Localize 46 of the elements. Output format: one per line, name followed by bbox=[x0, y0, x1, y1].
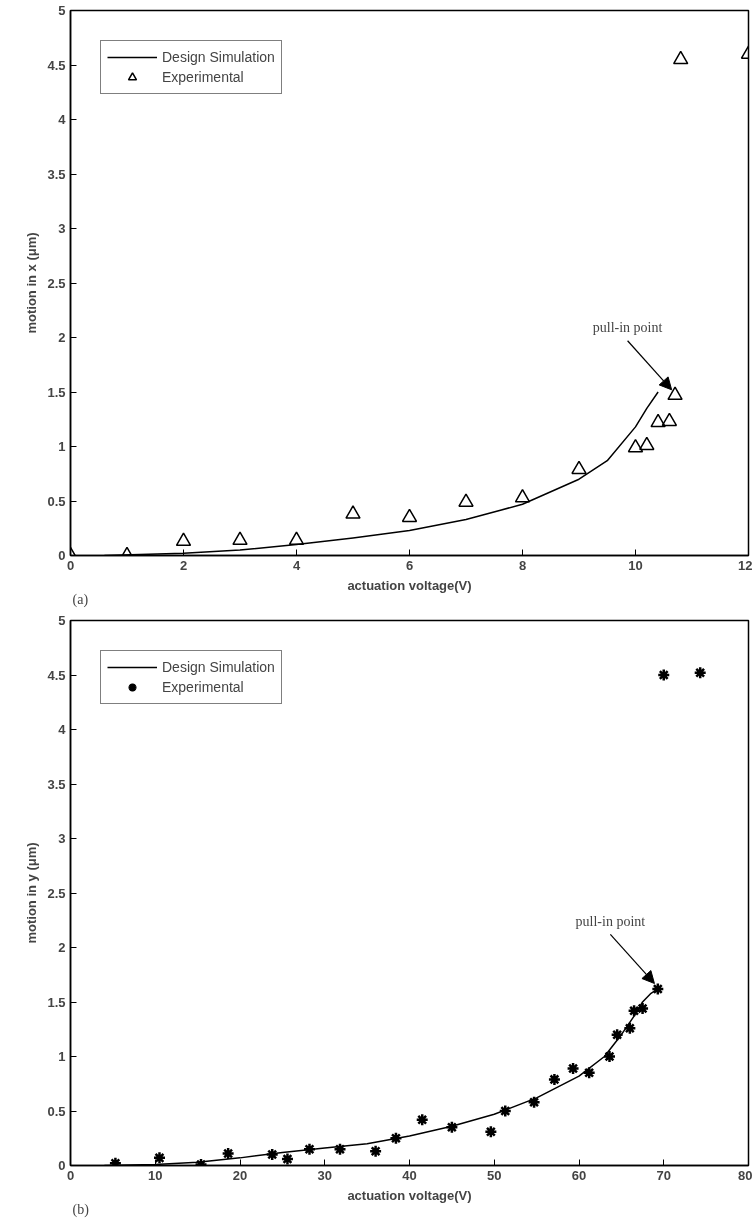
x-tick-label: 60 bbox=[571, 1167, 587, 1183]
y-tick-label: 4.5 bbox=[47, 667, 66, 683]
text: (b) bbox=[72, 1201, 90, 1218]
x-tick-label: 8 bbox=[518, 557, 527, 573]
y-tick-label: 1 bbox=[58, 439, 66, 454]
y-tick-label: 0.5 bbox=[47, 493, 66, 509]
y-tick-label: 1 bbox=[58, 1049, 66, 1064]
legend-label: Experimental bbox=[162, 679, 244, 695]
x-tick-label: 30 bbox=[317, 1167, 332, 1183]
legend-label: Design Simulation bbox=[162, 659, 275, 675]
x-axis-title: actuation voltage(V) bbox=[347, 577, 472, 593]
y-tick-label: 2.5 bbox=[47, 885, 66, 901]
y-tick-label: 4 bbox=[58, 112, 67, 127]
annotation: pull-in point bbox=[575, 913, 646, 929]
x-tick-label: 80 bbox=[738, 1167, 752, 1183]
y-tick-label: 1.5 bbox=[47, 994, 66, 1010]
legend-label: Experimental bbox=[162, 69, 244, 85]
x-tick-label: 2 bbox=[179, 557, 188, 573]
y-tick-label: 4 bbox=[58, 722, 67, 737]
y-tick-label: 1.5 bbox=[47, 384, 66, 400]
legend-label: Design Simulation bbox=[162, 49, 275, 65]
y-axis-title: motion in x (μm) bbox=[24, 232, 40, 334]
y-tick-label: 2 bbox=[58, 330, 66, 345]
y-tick-label: 2.5 bbox=[47, 275, 66, 291]
y-tick-label: 0.5 bbox=[47, 1103, 66, 1119]
x-tick-label: 10 bbox=[628, 557, 643, 573]
y-tick-label: 5 bbox=[58, 613, 66, 628]
x-tick-label: 50 bbox=[487, 1167, 502, 1183]
x-axis-title: actuation voltage(V) bbox=[347, 1187, 472, 1203]
y-tick-label: 3 bbox=[58, 221, 66, 236]
x-tick-label: 6 bbox=[405, 557, 414, 573]
text: (a) bbox=[72, 591, 89, 608]
y-tick-label: 3.5 bbox=[47, 166, 66, 182]
y-tick-label: 3 bbox=[58, 831, 66, 846]
x-tick-label: 12 bbox=[738, 557, 752, 573]
x-tick-label: 4 bbox=[292, 557, 301, 573]
x-tick-label: 10 bbox=[148, 1167, 163, 1183]
y-tick-label: 3.5 bbox=[47, 776, 66, 792]
annotation: pull-in point bbox=[592, 320, 663, 336]
y-tick-label: 4.5 bbox=[47, 57, 66, 73]
y-tick-label: 2 bbox=[58, 940, 66, 955]
y-tick-label: 5 bbox=[58, 3, 66, 18]
x-tick-label: 40 bbox=[402, 1167, 417, 1183]
x-tick-label: 20 bbox=[232, 1167, 248, 1183]
y-axis-title: motion in y (μm) bbox=[24, 842, 40, 944]
x-tick-label: 70 bbox=[656, 1167, 671, 1183]
